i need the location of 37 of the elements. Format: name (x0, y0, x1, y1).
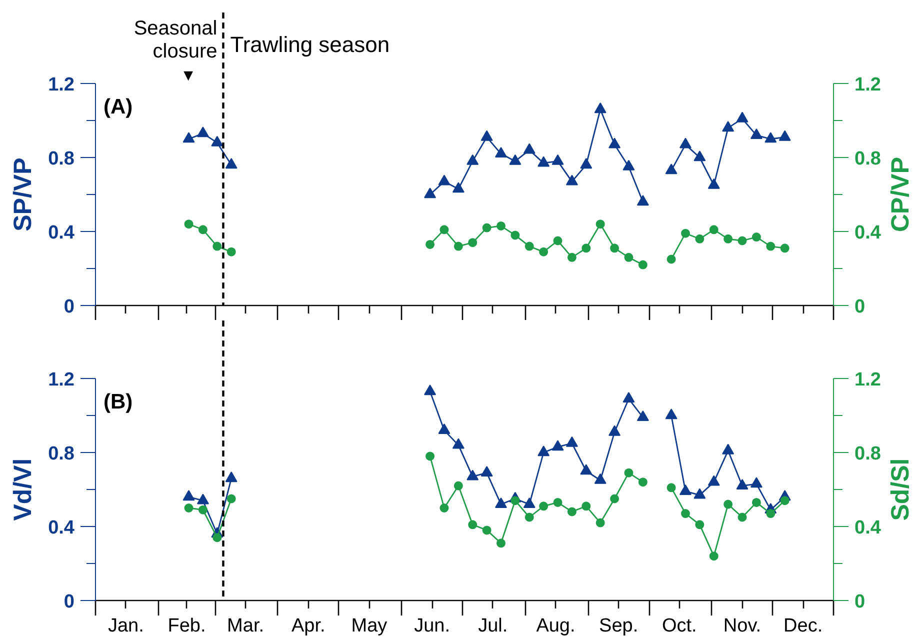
y2-tick-label: 0 (854, 296, 866, 318)
annotation: ▼ (180, 68, 196, 84)
x-tick-label: Jan. (108, 616, 144, 636)
x-tick-label: May (351, 616, 388, 636)
y2-tick-label: 1.2 (854, 74, 881, 96)
y2-tick-label: 0.4 (854, 518, 882, 538)
x-tick-label: Jun. (414, 616, 450, 636)
x-tick-label: Oct. (662, 616, 697, 636)
text: Seasonal closure (134, 17, 218, 62)
y-tick-label: 0.4 (48, 222, 75, 244)
y2-tick-label: 0.8 (854, 444, 881, 464)
x-tick-label: Jul. (478, 616, 508, 636)
annotation: (B) (104, 390, 133, 414)
x-tick-label: Mar. (227, 616, 264, 636)
ref-line-label: Trawling season (230, 32, 390, 57)
x-tick-label: Sep. (599, 616, 638, 636)
y2-axis-title: CP/VP (886, 156, 914, 232)
x-tick-label: Dec. (784, 616, 823, 636)
y2-tick-label: 0.8 (854, 148, 881, 170)
y-axis-title: SP/VP (9, 158, 37, 232)
y2-tick-label: 0 (854, 592, 866, 612)
y-tick-label: 0.4 (48, 518, 75, 538)
y2-axis-title: Sd/Sl (886, 458, 914, 521)
y-tick-label: 0.8 (48, 444, 75, 464)
y-tick-label: 0 (64, 296, 75, 318)
y-tick-label: 1.2 (48, 74, 75, 96)
y-tick-label: 0.8 (48, 148, 75, 170)
x-tick-label: Aug. (536, 616, 576, 636)
annotation: (A) (104, 96, 133, 118)
x-tick-label: Apr. (291, 616, 326, 636)
y2-tick-label: 0.4 (854, 222, 882, 244)
y-tick-label: 0 (64, 592, 75, 612)
x-tick-label: Feb. (168, 616, 206, 636)
y-axis-title: Vd/Vl (9, 458, 37, 521)
x-tick-label: Nov. (723, 616, 762, 636)
y2-tick-label: 1.2 (854, 370, 881, 390)
y-tick-label: 1.2 (48, 370, 75, 390)
